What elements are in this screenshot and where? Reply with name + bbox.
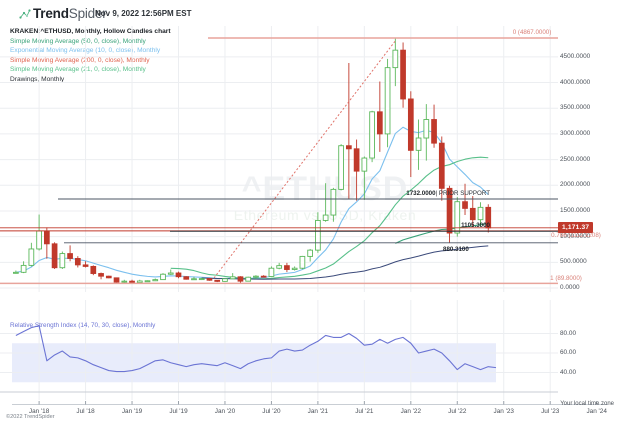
prior-support-text: | PRIOR SUPPORT: [435, 190, 490, 198]
price-chart-panel[interactable]: [0, 26, 558, 292]
price-axis-tick: 3500.0000: [560, 104, 591, 112]
header-timestamp: Nov 9, 2022 12:56PM EST: [95, 9, 192, 18]
rsi-plot[interactable]: [0, 300, 558, 400]
time-axis-label: Jan '18: [28, 408, 50, 415]
rsi-indicator-label[interactable]: Relative Strength Index (14, 70, 30, clo…: [10, 322, 156, 329]
time-axis-label: Jan '19: [121, 408, 143, 415]
legend-item-sma21[interactable]: Simple Moving Average (21, 0, close), Mo…: [10, 66, 146, 74]
time-axis-label: Jan '20: [214, 408, 236, 415]
price-axis-tick: 0.0000: [560, 284, 580, 291]
price-axis-tick: 1500.0000: [560, 206, 591, 214]
fib-label-786: 0.786 (1112.1208): [551, 231, 601, 239]
time-axis-label: Jul '18: [76, 408, 95, 415]
price-axis-tick: 1000.0000: [560, 232, 591, 240]
price-axis-tick: 4000.0000: [560, 78, 591, 86]
price-axis-tick: 2000.0000: [560, 181, 591, 189]
logo-text-bold: Trend: [33, 6, 69, 21]
price-axis-tick: 4500.0000: [560, 52, 591, 60]
rsi-axis-tick: 60.00: [560, 349, 576, 356]
time-axis-label: Jul '20: [262, 408, 281, 415]
level-label-1105: 1105.3000: [461, 222, 490, 230]
time-axis-label: Jul '22: [448, 408, 467, 415]
prior-support-price: 1732.0000: [406, 190, 436, 198]
prior-support-annotation: 1732.0000| PRIOR SUPPORT: [406, 190, 490, 197]
timezone-note: Your local time zone: [560, 401, 614, 407]
time-axis-ticks: [12, 401, 608, 405]
time-axis: Your local time zone Jan '18 Jul '18 Jan '…: [0, 400, 620, 426]
level-label-880: 880.3100: [443, 245, 469, 253]
app-header: TrendSpider Nov 9, 2022 12:56PM EST: [0, 0, 620, 26]
time-axis-label: Jul '21: [355, 408, 374, 415]
rsi-axis-tick: 80.00: [560, 329, 576, 337]
time-axis-label: Jan '23: [493, 408, 514, 415]
price-axis-tick: 2500.0000: [560, 155, 591, 163]
legend-item-sma200[interactable]: Simple Moving Average (200, 0, close), M…: [10, 56, 150, 64]
legend-title: KRAKEN:^ETHUSD, Monthly, Hollow Candles …: [10, 28, 171, 35]
legend-item-sma50[interactable]: Simple Moving Average (50, 0, close), Mo…: [10, 37, 146, 45]
last-price-badge: 1,171.37: [558, 221, 594, 233]
legend-item-drawings[interactable]: Drawings, Monthly: [10, 75, 65, 83]
time-axis-label: Jan '21: [307, 408, 329, 415]
app-logo[interactable]: TrendSpider: [33, 6, 107, 21]
time-axis-label: Jul '19: [169, 408, 188, 415]
copyright-notice: ©2022 TrendSpider: [6, 414, 55, 420]
price-axis-tick: 3000.0000: [560, 129, 591, 137]
fib-label-0: 0 (4867.0000): [512, 29, 552, 36]
logo-text-light: Spider: [68, 6, 107, 21]
price-plot[interactable]: [0, 26, 558, 292]
fib-label-1: 1 (89.8000): [550, 275, 582, 283]
price-axis-tick: 500.0000: [560, 258, 587, 266]
rsi-axis-tick: 40.00: [560, 368, 576, 376]
time-axis-label: Jul '23: [541, 408, 560, 415]
time-axis-label: Jan '22: [400, 408, 422, 415]
trendspider-logo-icon: [19, 9, 31, 19]
time-axis-label: Jan '24: [586, 408, 607, 415]
rsi-chart-panel[interactable]: [0, 300, 558, 400]
